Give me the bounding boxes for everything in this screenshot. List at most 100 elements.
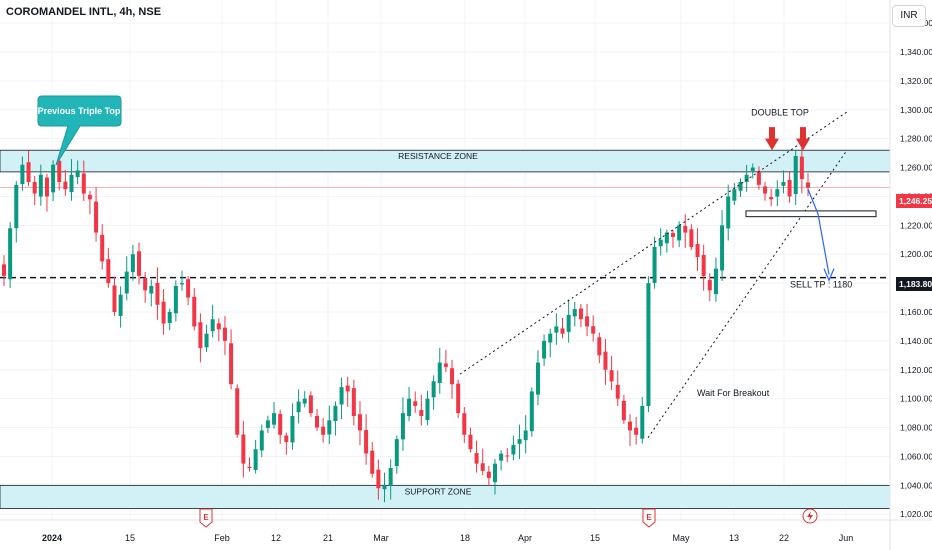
callout-bubble bbox=[37, 95, 122, 166]
candle-body bbox=[535, 362, 540, 395]
earnings-icon bbox=[199, 508, 213, 528]
x-tick-label: 22 bbox=[779, 533, 789, 543]
candle-body bbox=[664, 232, 669, 244]
candle-body bbox=[572, 309, 577, 317]
candle-body bbox=[462, 413, 467, 435]
candle-body bbox=[658, 239, 663, 247]
callout-text: Previous Triple Top bbox=[38, 106, 121, 116]
candle-body bbox=[333, 405, 338, 422]
candle-body bbox=[247, 466, 252, 468]
candle-body bbox=[339, 387, 344, 405]
candle-body bbox=[806, 182, 810, 188]
candle-body bbox=[474, 453, 479, 464]
candle-body bbox=[118, 294, 123, 316]
x-tick-label: 12 bbox=[271, 533, 281, 543]
lightning-bolt bbox=[807, 511, 813, 521]
candle-body bbox=[364, 430, 369, 454]
candle-body bbox=[69, 174, 74, 193]
resistance-zone-label: RESISTANCE ZONE bbox=[398, 151, 478, 161]
candle-body bbox=[529, 391, 534, 432]
y-tick-label: 1,320.00 bbox=[900, 76, 932, 86]
candle-body bbox=[695, 244, 700, 258]
candle-body bbox=[468, 434, 473, 450]
candle-body bbox=[732, 189, 737, 201]
candle-body bbox=[542, 340, 547, 359]
candle-body bbox=[621, 400, 626, 421]
candle-body bbox=[720, 225, 725, 271]
candle-body bbox=[143, 277, 148, 291]
x-tick-label: 2024 bbox=[42, 533, 62, 543]
candle-body bbox=[229, 343, 234, 385]
candle-body bbox=[603, 351, 608, 370]
candle-body bbox=[161, 301, 166, 324]
time-axis: 2024 15 Feb 12 21 Mar 18 Apr 15 May 13 22 Jun bbox=[0, 519, 932, 543]
candle-body bbox=[106, 259, 111, 284]
candle-body bbox=[744, 174, 749, 183]
candle-body bbox=[14, 184, 19, 229]
candle-body bbox=[628, 421, 633, 431]
candle-body bbox=[94, 201, 99, 233]
candle-body bbox=[799, 156, 804, 180]
candle-body bbox=[124, 271, 129, 294]
last-price-tag: 1,246.25 bbox=[896, 194, 932, 208]
sell-tp-label: SELL TP : 1180 bbox=[790, 279, 852, 289]
candle-body bbox=[683, 225, 688, 233]
candle-body bbox=[2, 264, 6, 276]
candle-body bbox=[450, 368, 455, 385]
candle-body bbox=[351, 388, 356, 416]
candle-body bbox=[388, 468, 393, 486]
candle-body bbox=[480, 463, 485, 471]
candle-body bbox=[793, 156, 798, 195]
x-tick-label: 15 bbox=[125, 533, 135, 543]
candle-body bbox=[646, 283, 651, 407]
candle-body bbox=[560, 328, 565, 334]
candle-body bbox=[51, 164, 56, 193]
candle-body bbox=[486, 471, 491, 479]
y-tick-label: 1,020.00 bbox=[900, 509, 932, 519]
candle-body bbox=[192, 296, 197, 327]
candle-body bbox=[456, 383, 461, 414]
candle-body bbox=[8, 228, 13, 280]
candle-body bbox=[713, 268, 718, 295]
candle-body bbox=[20, 164, 25, 185]
candle-body bbox=[597, 337, 602, 356]
candle-body bbox=[707, 280, 712, 291]
candle-body bbox=[769, 197, 774, 200]
candle-body bbox=[204, 333, 209, 348]
candle-body bbox=[670, 232, 675, 237]
y-tick-label: 1,220.00 bbox=[900, 220, 932, 230]
candle-body bbox=[167, 312, 172, 324]
candle-body bbox=[640, 405, 645, 439]
candle-body bbox=[112, 285, 117, 312]
currency-button[interactable]: INR bbox=[892, 5, 926, 27]
candle-body bbox=[222, 327, 227, 341]
candle-body bbox=[32, 182, 37, 194]
x-tick-label: 13 bbox=[729, 533, 739, 543]
candle-body bbox=[419, 410, 424, 416]
candlesticks bbox=[2, 147, 810, 503]
candle-body bbox=[431, 381, 436, 398]
candle-body bbox=[44, 177, 49, 197]
x-tick-label: Apr bbox=[518, 533, 532, 543]
candle-body bbox=[400, 413, 405, 440]
candle-body bbox=[321, 426, 326, 435]
x-tick-label: Mar bbox=[373, 533, 389, 543]
x-tick-label: 15 bbox=[590, 533, 600, 543]
target-price-tag: 1,183.80 bbox=[896, 277, 932, 291]
y-tick-label: 1,120.00 bbox=[900, 365, 932, 375]
x-tick-label: 18 bbox=[460, 533, 470, 543]
candle-body bbox=[701, 254, 706, 276]
candle-body bbox=[296, 401, 301, 413]
candle-body bbox=[425, 398, 430, 421]
neckline-box bbox=[745, 210, 877, 218]
candle-body bbox=[155, 282, 160, 305]
candle-body bbox=[179, 283, 184, 285]
y-tick-label: 1,200.00 bbox=[900, 249, 932, 259]
candle-body bbox=[726, 196, 731, 229]
candle-body bbox=[591, 326, 596, 334]
price-axis: 1,020.00 1,040.00 1,060.00 1,080.00 1,100.00… bbox=[889, 0, 932, 550]
candle-body bbox=[413, 401, 418, 406]
x-tick-label: 21 bbox=[323, 533, 333, 543]
candle-body bbox=[394, 439, 399, 467]
double-top-label: DOUBLE TOP bbox=[751, 108, 809, 118]
